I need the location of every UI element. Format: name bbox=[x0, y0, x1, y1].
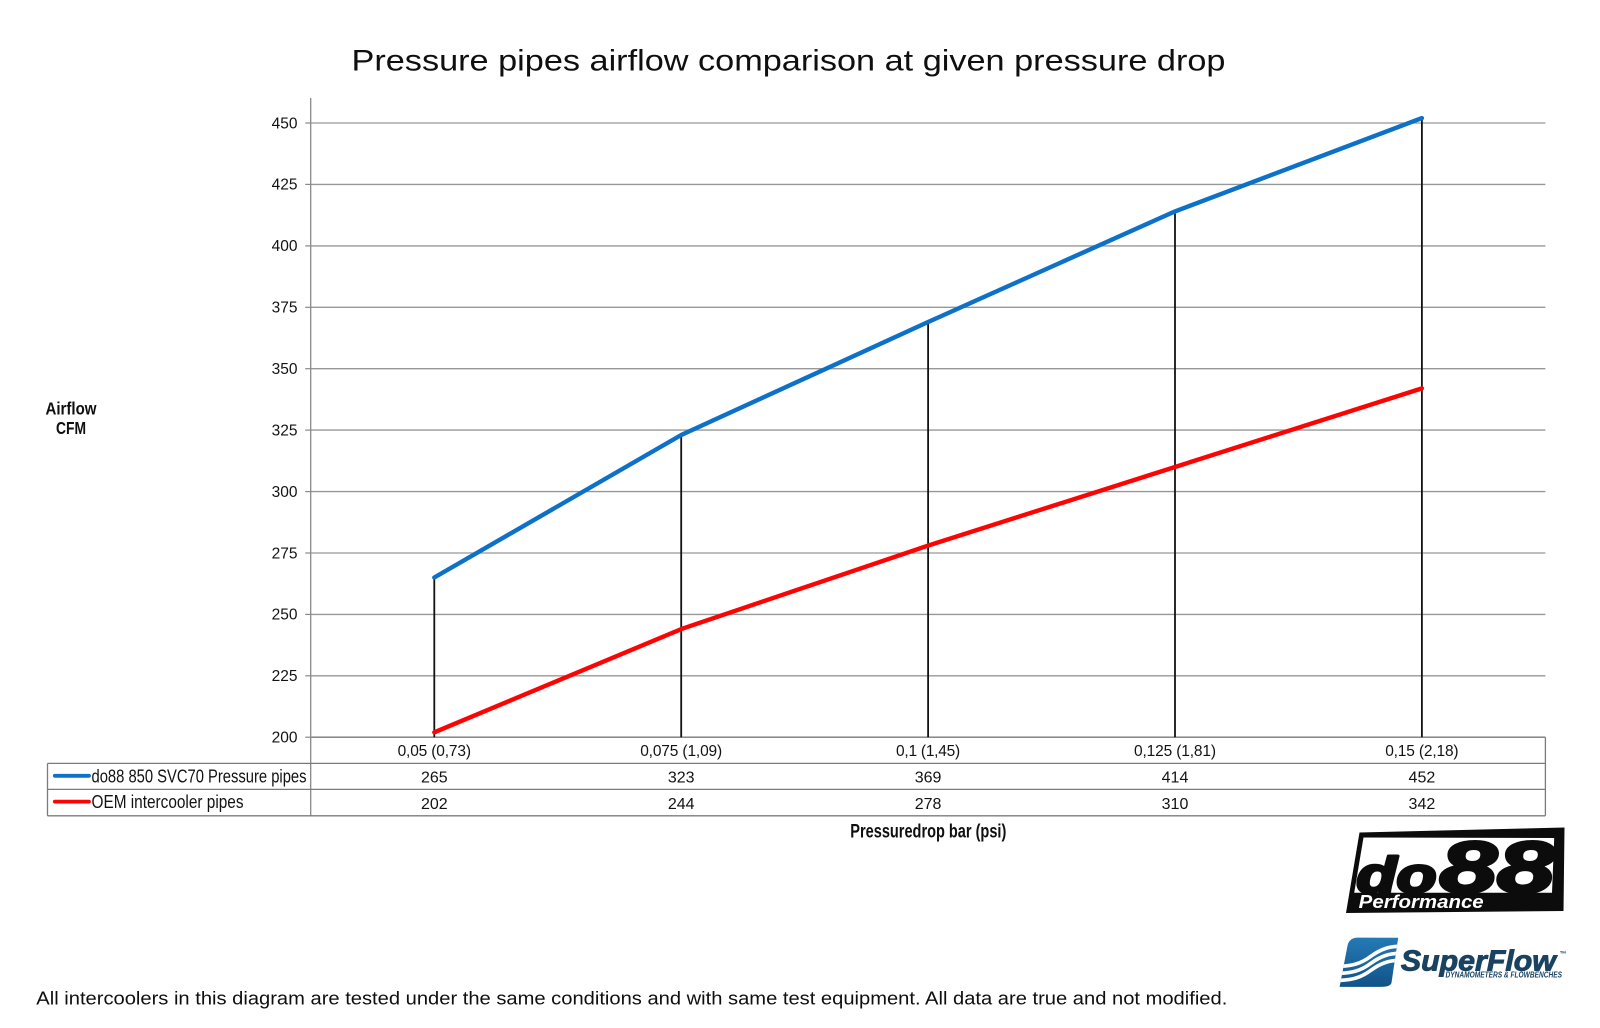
svg-text:310: 310 bbox=[1162, 796, 1189, 813]
svg-text:425: 425 bbox=[272, 177, 298, 194]
svg-text:All intercoolers in this diagr: All intercoolers in this diagram are tes… bbox=[36, 988, 1227, 1008]
svg-text:SuperFlow: SuperFlow bbox=[1401, 945, 1559, 977]
svg-text:275: 275 bbox=[272, 545, 298, 562]
svg-text:225: 225 bbox=[272, 668, 298, 685]
svg-text:CFM: CFM bbox=[56, 418, 86, 438]
svg-text:244: 244 bbox=[668, 796, 695, 813]
svg-text:200: 200 bbox=[272, 730, 298, 747]
svg-text:0,15 (2,18): 0,15 (2,18) bbox=[1385, 743, 1458, 760]
svg-text:Pressuredrop bar (psi): Pressuredrop bar (psi) bbox=[850, 821, 1006, 842]
svg-text:0,1 (1,45): 0,1 (1,45) bbox=[896, 743, 960, 760]
svg-text:323: 323 bbox=[668, 770, 695, 787]
svg-text:™: ™ bbox=[1560, 951, 1567, 958]
svg-text:278: 278 bbox=[915, 796, 942, 813]
svg-text:Airflow: Airflow bbox=[46, 399, 97, 419]
svg-text:88: 88 bbox=[1440, 829, 1555, 909]
svg-text:325: 325 bbox=[272, 422, 298, 439]
svg-text:0,075 (1,09): 0,075 (1,09) bbox=[640, 743, 722, 760]
svg-text:DYNAMOMETERS & FLOWBENCHES: DYNAMOMETERS & FLOWBENCHES bbox=[1446, 971, 1563, 980]
svg-text:400: 400 bbox=[272, 238, 298, 255]
svg-text:250: 250 bbox=[272, 607, 298, 624]
svg-text:0,125 (1,81): 0,125 (1,81) bbox=[1134, 743, 1216, 760]
svg-text:do: do bbox=[1357, 848, 1437, 904]
svg-text:350: 350 bbox=[272, 361, 298, 378]
svg-text:202: 202 bbox=[421, 796, 448, 813]
svg-text:do88 850 SVC70 Pressure pipes: do88 850 SVC70 Pressure pipes bbox=[92, 766, 307, 786]
svg-text:452: 452 bbox=[1409, 770, 1436, 787]
svg-text:342: 342 bbox=[1409, 796, 1436, 813]
svg-text:375: 375 bbox=[272, 300, 298, 317]
svg-text:300: 300 bbox=[272, 484, 298, 501]
svg-text:Pressure pipes airflow compari: Pressure pipes airflow comparison at giv… bbox=[352, 45, 1226, 78]
svg-text:414: 414 bbox=[1162, 770, 1189, 787]
svg-text:265: 265 bbox=[421, 770, 448, 787]
svg-text:369: 369 bbox=[915, 770, 942, 787]
svg-text:OEM intercooler pipes: OEM intercooler pipes bbox=[92, 792, 244, 812]
svg-text:0,05 (0,73): 0,05 (0,73) bbox=[398, 743, 471, 760]
svg-text:450: 450 bbox=[272, 115, 298, 132]
svg-text:Performance: Performance bbox=[1359, 891, 1484, 912]
